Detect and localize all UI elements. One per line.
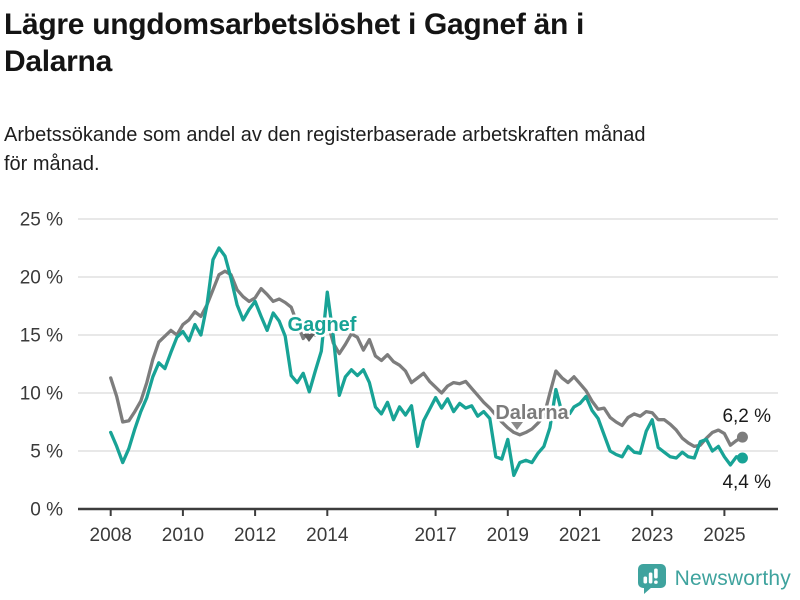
gagnef-line [109, 246, 745, 478]
chart-subtitle-line1: Arbetssökande som andel av den registerb… [4, 124, 646, 146]
chart-title-line1: Lägre ungdomsarbetslöshet i Gagnef än i [4, 8, 585, 41]
dalarna-end-dot [736, 431, 748, 443]
annotation-label-dalarna: Dalarna [495, 402, 569, 424]
x-axis-label: 2023 [631, 525, 673, 546]
gagnef-end-label: 4,4 % [722, 472, 771, 493]
x-axis-label: 2012 [234, 525, 276, 546]
annotation-arrow-dalarna [511, 422, 523, 430]
y-axis-label: 20 % [20, 268, 63, 289]
annotation-arrow-gagnef [303, 334, 315, 342]
x-axis-label: 2014 [306, 525, 349, 546]
x-axis-label: 2021 [559, 525, 601, 546]
chart-subtitle-line2: för månad. [4, 153, 100, 175]
x-axis-label: 2010 [162, 525, 204, 546]
x-axis-label: 2025 [703, 525, 745, 546]
x-axis-label: 2017 [414, 525, 456, 546]
y-axis-label: 0 % [30, 500, 63, 521]
x-axis-label: 2008 [90, 525, 132, 546]
y-axis-label: 5 % [30, 442, 63, 463]
dalarna-line [109, 269, 745, 449]
y-axis-label: 25 % [20, 210, 63, 231]
y-axis-label: 10 % [20, 384, 63, 405]
chart-title: Lägre ungdomsarbetslöshet i Gagnef än i D… [4, 6, 584, 80]
dalarna-end-label: 6,2 % [722, 406, 771, 427]
x-axis-label: 2019 [487, 525, 529, 546]
y-axis-label: 15 % [20, 326, 63, 347]
chart-subtitle: Arbetssökande som andel av den registerb… [4, 121, 646, 179]
chart-title-line2: Dalarna [4, 45, 112, 78]
annotation-label-gagnef: Gagnef [288, 314, 357, 336]
gagnef-end-dot [736, 452, 748, 464]
newsworthy-icon [637, 564, 666, 594]
newsworthy-wordmark: Newsworthy [674, 567, 791, 590]
newsworthy-logo[interactable]: Newsworthy [637, 563, 791, 595]
